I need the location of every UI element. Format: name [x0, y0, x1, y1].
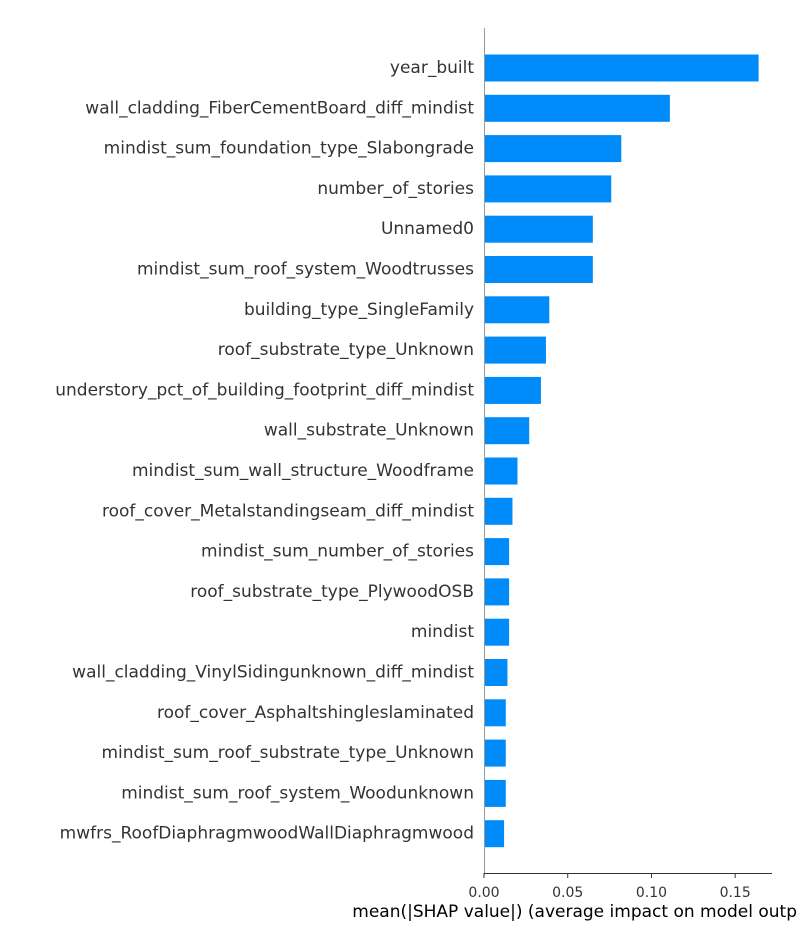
bar-7 — [484, 336, 546, 364]
bar-16 — [484, 699, 506, 727]
bar-11 — [484, 497, 513, 525]
category-label-2: mindist_sum_foundation_type_Slabongrade — [104, 139, 474, 159]
bar-2 — [484, 135, 622, 163]
bar-9 — [484, 417, 530, 445]
bar-12 — [484, 538, 510, 566]
x-tick-label-1: 0.05 — [552, 885, 583, 901]
category-label-13: roof_substrate_type_PlywoodOSB — [190, 582, 474, 602]
category-labels-group: year_built wall_cladding_FiberCementBoard… — [55, 58, 474, 844]
bar-8 — [484, 376, 541, 404]
category-label-7: roof_substrate_type_Unknown — [218, 340, 474, 360]
bar-19 — [484, 820, 505, 848]
category-label-18: mindist_sum_roof_system_Woodunknown — [121, 783, 474, 803]
category-label-14: mindist — [411, 622, 474, 642]
bar-5 — [484, 256, 593, 283]
category-label-15: wall_cladding_VinylSidingunknown_diff_mi… — [72, 663, 474, 683]
category-label-1: wall_cladding_FiberCementBoard_diff_mind… — [85, 98, 474, 118]
category-label-3: number_of_stories — [317, 179, 474, 199]
category-label-8: understory_pct_of_building_footprint_dif… — [55, 380, 474, 400]
category-label-17: mindist_sum_roof_substrate_type_Unknown — [101, 743, 474, 763]
category-label-11: roof_cover_Metalstandingseam_diff_mindis… — [102, 501, 474, 521]
bar-6 — [484, 296, 550, 324]
x-tick-label-2: 0.10 — [636, 885, 667, 901]
bars-group — [484, 54, 759, 848]
x-tick-label-0: 0.00 — [468, 885, 499, 901]
bar-3 — [484, 175, 612, 203]
bar-15 — [484, 659, 508, 686]
bar-1 — [484, 94, 670, 122]
bar-14 — [484, 618, 510, 646]
category-label-0: year_built — [390, 58, 474, 78]
category-label-5: mindist_sum_roof_system_Woodtrusses — [137, 260, 474, 280]
category-label-12: mindist_sum_number_of_stories — [201, 542, 474, 562]
bar-17 — [484, 739, 506, 767]
x-axis-title: mean(|SHAP value|) (average impact on mo… — [352, 902, 797, 922]
bar-4 — [484, 215, 593, 243]
category-label-16: roof_cover_Asphaltshingleslaminated — [157, 703, 474, 723]
bar-0 — [484, 54, 759, 82]
bar-13 — [484, 578, 510, 606]
category-label-6: building_type_SingleFamily — [244, 300, 474, 320]
x-ticks-group: 0.00 0.05 0.10 0.15 — [468, 873, 751, 901]
bar-18 — [484, 779, 506, 807]
x-tick-label-3: 0.15 — [720, 885, 751, 901]
category-label-4: Unnamed0 — [381, 219, 474, 239]
category-label-19: mwfrs_RoofDiaphragmwoodWallDiaphragmwood — [60, 824, 474, 844]
category-label-10: mindist_sum_wall_structure_Woodframe — [132, 461, 474, 481]
category-label-9: wall_substrate_Unknown — [264, 421, 474, 441]
bar-10 — [484, 457, 518, 485]
